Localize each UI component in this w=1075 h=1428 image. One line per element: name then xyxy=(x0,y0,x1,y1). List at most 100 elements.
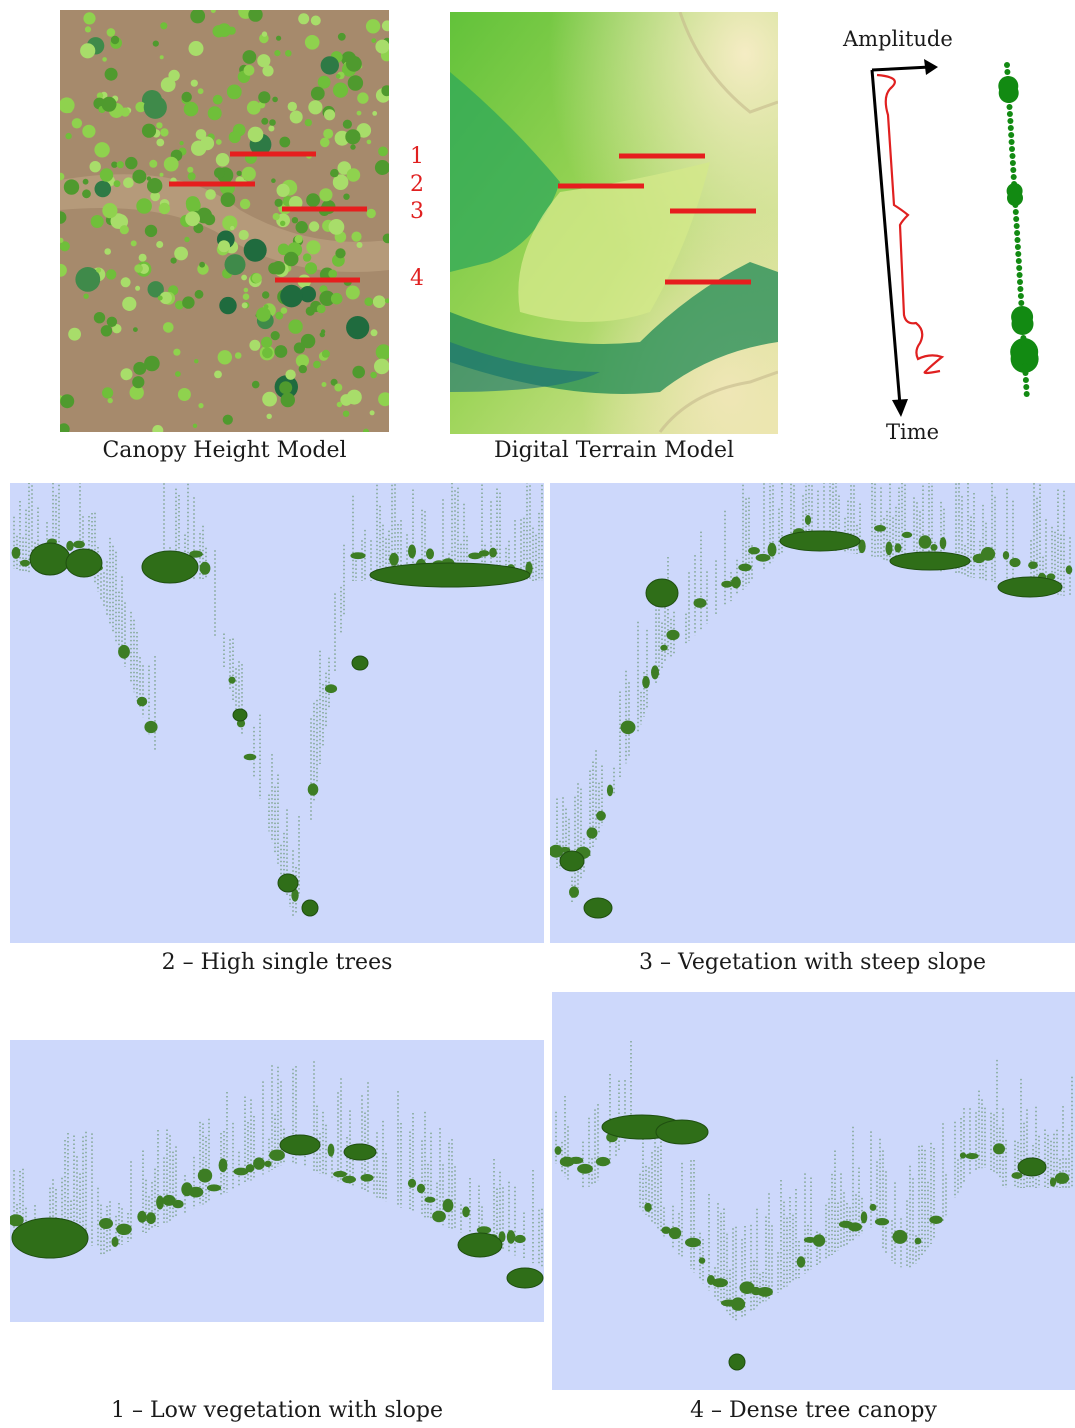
vegetation-blob xyxy=(1009,557,1021,568)
chm-tree xyxy=(104,248,111,255)
chm-tree xyxy=(328,219,345,235)
chm-tree xyxy=(280,284,303,308)
vegetation-blob xyxy=(350,552,366,560)
chm-tree xyxy=(68,327,81,341)
vegetation-blob xyxy=(577,1163,593,1174)
canopy-blob xyxy=(655,1119,709,1145)
chm-tree xyxy=(224,254,246,276)
amplitude-label: Amplitude xyxy=(843,27,953,51)
chm-tree xyxy=(135,101,146,113)
time-arrowhead xyxy=(892,399,908,417)
vegetation-blob xyxy=(730,1297,746,1311)
chm-tree xyxy=(152,40,159,47)
chm-tree xyxy=(94,180,112,198)
vegetation-blob xyxy=(408,544,416,559)
waveform-dot xyxy=(1008,139,1015,145)
chm-tree xyxy=(298,13,310,25)
vegetation-blob xyxy=(660,644,668,651)
canopy-blob xyxy=(301,899,319,917)
chm-tree xyxy=(304,118,312,127)
vegetation-blob xyxy=(514,1234,526,1244)
chm-tree xyxy=(90,215,104,228)
chm-tree xyxy=(345,129,361,145)
chm-tree xyxy=(293,342,305,354)
dtm-valley-south-deep xyxy=(450,342,600,392)
chm-tree xyxy=(261,117,269,125)
vegetation-blob xyxy=(796,1256,806,1268)
vegetation-blob xyxy=(360,1174,374,1182)
chm-tree xyxy=(188,41,204,56)
vegetation-blob xyxy=(731,576,741,589)
chm-tree xyxy=(239,198,251,210)
vegetation-blob xyxy=(698,1257,706,1264)
chm-tree xyxy=(152,425,164,432)
canopy-blob xyxy=(583,897,613,919)
chm-tree xyxy=(157,295,163,301)
chm-tree xyxy=(112,324,122,334)
chm-tree xyxy=(215,139,222,145)
chm-tree xyxy=(242,293,250,301)
chm-tree xyxy=(268,125,275,132)
chm-tree xyxy=(308,221,320,232)
vegetation-blob xyxy=(685,1237,701,1248)
chm-tree xyxy=(228,131,241,144)
vegetation-blob xyxy=(99,1218,113,1229)
chm-tree xyxy=(217,350,232,365)
chm-tree xyxy=(141,123,157,138)
chm-tree xyxy=(350,144,356,150)
chm-tree xyxy=(84,26,92,33)
chm-tree xyxy=(310,86,325,101)
chm-tree xyxy=(243,287,249,293)
chm-tree xyxy=(330,292,343,305)
waveform-dot xyxy=(1007,125,1014,131)
chm-tree xyxy=(132,376,145,389)
vegetation-blob xyxy=(407,1178,417,1188)
chm-tree xyxy=(129,385,144,400)
vegetation-blob xyxy=(136,696,148,707)
chm-tree xyxy=(320,56,339,75)
chm-tree xyxy=(334,383,343,392)
vegetation-blob xyxy=(243,753,257,761)
chm-tree xyxy=(168,69,180,82)
chm-tree xyxy=(369,410,375,416)
chm-tree xyxy=(342,119,352,129)
chm-tree xyxy=(60,423,70,432)
chm-tree xyxy=(317,75,331,89)
panel-3-caption: 3 – Vegetation with steep slope xyxy=(638,950,986,975)
chm-tree xyxy=(218,240,230,253)
dtm-ridge-1 xyxy=(678,12,778,114)
vegetation-blob xyxy=(858,539,866,554)
chm-tree xyxy=(295,221,308,234)
chm-tree xyxy=(80,43,96,59)
chm-tree xyxy=(310,15,321,26)
chm-tree xyxy=(198,403,204,409)
waveform-line xyxy=(876,73,945,375)
chm-tree xyxy=(262,347,273,359)
chm-tree xyxy=(197,88,204,95)
chm-tree xyxy=(120,277,131,288)
chm-tree xyxy=(133,361,147,375)
chm-tree xyxy=(372,111,378,116)
panel-1-caption: 1 – Low vegetation with slope xyxy=(111,1398,443,1423)
chm-tree xyxy=(181,91,192,103)
chm-tree xyxy=(299,286,316,303)
waveform-dot xyxy=(1011,313,1034,335)
chm-tree xyxy=(222,215,238,231)
chm-tree xyxy=(256,307,271,322)
chm-tree xyxy=(195,129,207,140)
chm-tree xyxy=(262,291,270,299)
vegetation-blob xyxy=(812,1234,826,1247)
chm-tree xyxy=(330,378,338,386)
chm-tree xyxy=(304,262,318,275)
vegetation-blob xyxy=(245,1164,255,1173)
chm-tree xyxy=(251,273,262,284)
chm-tree xyxy=(187,166,194,173)
chm-tree xyxy=(75,267,101,292)
chm-tree xyxy=(60,211,67,224)
chm-tree xyxy=(378,146,388,157)
chm-tree xyxy=(214,167,225,179)
chm-tree xyxy=(156,241,164,248)
chm-tree xyxy=(65,132,72,140)
chm-tree xyxy=(279,381,293,395)
waveform-dot xyxy=(1015,258,1022,264)
